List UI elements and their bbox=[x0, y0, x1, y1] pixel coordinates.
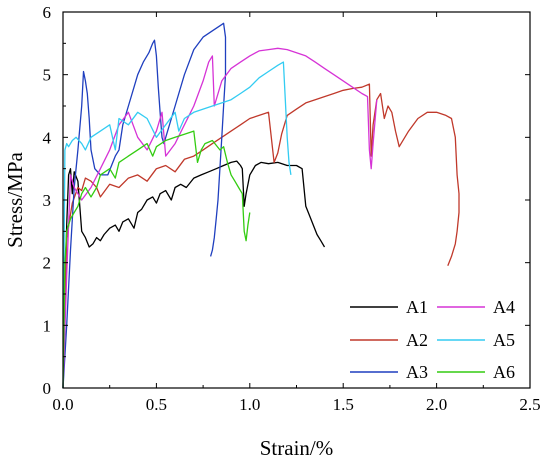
x-axis-label: Strain/% bbox=[260, 436, 334, 460]
axes: 0.0 0.5 1.0 1.5 2.0 2.5 0 1 2 3 4 5 6 Strain/% Stress/… bbox=[3, 3, 541, 460]
legend-label-a3: A3 bbox=[406, 362, 428, 382]
y-tick-label: 2 bbox=[43, 254, 52, 273]
legend-label-a1: A1 bbox=[406, 297, 428, 317]
series-line-a2 bbox=[62, 83, 460, 389]
legend-label-a2: A2 bbox=[406, 330, 428, 350]
series-line-a1 bbox=[62, 160, 326, 389]
x-tick-label: 1.0 bbox=[239, 395, 260, 414]
legend-label-a5: A5 bbox=[493, 330, 515, 350]
y-tick-label: 3 bbox=[43, 191, 52, 210]
x-tick-label: 0.5 bbox=[146, 395, 167, 414]
legend: A1 A4 A2 A5 A3 A6 bbox=[350, 297, 515, 382]
x-tick-label: 2.0 bbox=[426, 395, 447, 414]
y-tick-label: 0 bbox=[43, 379, 52, 398]
y-tick-label: 1 bbox=[43, 316, 52, 335]
series-line-a6 bbox=[62, 130, 251, 389]
y-axis-label: Stress/MPa bbox=[3, 151, 27, 247]
y-tick-label: 5 bbox=[43, 66, 52, 85]
legend-label-a4: A4 bbox=[493, 297, 515, 317]
series-line-a5 bbox=[62, 61, 292, 389]
plot-frame bbox=[62, 11, 531, 389]
y-tick-label: 6 bbox=[43, 3, 52, 22]
legend-label-a6: A6 bbox=[493, 362, 515, 382]
x-tick-label: 0.0 bbox=[52, 395, 73, 414]
series-line-a4 bbox=[62, 47, 378, 389]
x-tick-label: 2.5 bbox=[519, 395, 540, 414]
plot-area bbox=[62, 22, 460, 389]
y-tick-label: 4 bbox=[43, 128, 52, 147]
x-tick-label: 1.5 bbox=[333, 395, 354, 414]
series-line-a3 bbox=[62, 22, 227, 389]
